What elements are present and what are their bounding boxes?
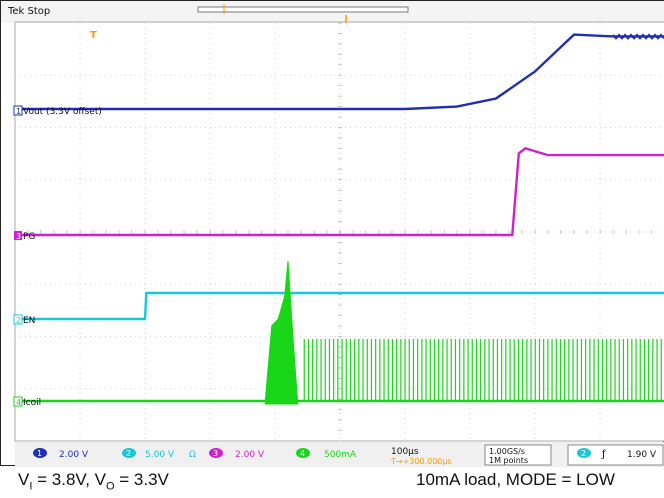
plot-grid <box>14 22 664 442</box>
oscilloscope-frame: Tek Stop T 1 Vout (3.3V offset) 3 PG 2 E… <box>0 0 664 467</box>
channel-label-en: 2 EN <box>13 314 35 326</box>
trigger-slope-icon: ƒ <box>601 449 606 460</box>
channel-label-icoil: 4 Icoil <box>13 396 41 408</box>
ch4-scale: 500mA <box>324 450 357 460</box>
vout-ripple <box>612 33 664 40</box>
ch3-scale: 2.00 V <box>235 450 265 460</box>
time-div: 100μs <box>391 447 419 457</box>
svg-text:1: 1 <box>16 107 21 116</box>
vout-label: Vout (3.3V offset) <box>23 107 102 117</box>
scope-status: Tek Stop <box>7 6 50 17</box>
svg-text:1: 1 <box>37 449 42 458</box>
svg-text:4: 4 <box>300 449 305 458</box>
trigger-pos: T→+300.000μs <box>390 457 452 466</box>
svg-text:3: 3 <box>16 232 21 241</box>
oscilloscope-plot: Tek Stop T 1 Vout (3.3V offset) 3 PG 2 E… <box>1 1 664 467</box>
svg-text:2: 2 <box>126 449 131 458</box>
sample-rate: 1.00GS/s <box>489 447 525 456</box>
en-label: EN <box>23 316 35 326</box>
svg-text:4: 4 <box>16 398 21 407</box>
channel-label-pg: 3 PG <box>14 231 35 242</box>
trace-pg <box>15 146 664 237</box>
pg-label: PG <box>23 232 35 242</box>
record-length: 1M points <box>489 456 528 465</box>
icoil-inrush-burst <box>264 260 299 405</box>
trigger-marker-top: T <box>90 30 97 41</box>
caption-load-mode: 10mA load, MODE = LOW <box>416 470 615 489</box>
svg-text:3: 3 <box>213 449 218 458</box>
ch1-scale: 2.00 V <box>59 450 89 460</box>
trace-vout-3-3v-offset <box>15 33 664 111</box>
trace-en <box>15 291 664 321</box>
trigger-level: 1.90 V <box>627 450 657 460</box>
svg-text:2: 2 <box>16 316 21 325</box>
ch2-extra: Ω <box>189 450 196 460</box>
caption-input-output-voltage: VI = 3.8V, VO = 3.3V <box>18 470 169 493</box>
svg-text:2: 2 <box>581 449 586 458</box>
ch2-scale: 5.00 V <box>145 450 175 460</box>
channel-label-vout: 1 Vout (3.3V offset) <box>13 105 102 117</box>
icoil-label: Icoil <box>23 398 41 408</box>
scope-bottom-bar: 1 2.00 V 2 5.00 V Ω 3 2.00 V 4 500mA 100… <box>15 442 664 467</box>
